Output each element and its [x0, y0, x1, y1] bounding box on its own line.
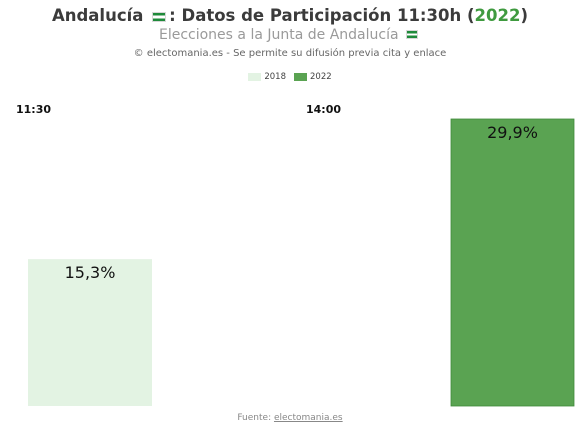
- legend-item-2022: 2022: [294, 72, 332, 82]
- facet-label-1130: 11:30: [16, 103, 52, 116]
- title-suffix: ): [520, 6, 529, 25]
- andalusia-flag-icon: [406, 29, 419, 39]
- facet-label-1400: 14:00: [306, 103, 342, 116]
- legend-swatch-2022: [294, 73, 307, 81]
- title-text: : Datos de Participación 11:30h (: [169, 6, 475, 25]
- subtitle-text: Elecciones a la Junta de Andalucía: [158, 27, 399, 43]
- legend-item-2018: 2018: [248, 72, 286, 82]
- legend-label-2022: 2022: [310, 72, 332, 82]
- legend-label-2018: 2018: [264, 72, 286, 82]
- chart-legend: 2018 2022: [0, 72, 580, 82]
- chart-subtitle: Elecciones a la Junta de Andalucía: [0, 27, 580, 43]
- data-label-2018: 15,3%: [65, 263, 116, 282]
- copyright-credit: © electomania.es - Se permite su difusió…: [133, 48, 447, 59]
- data-label-2022: 29,9%: [487, 123, 538, 142]
- andalusia-flag-icon: [152, 11, 167, 22]
- title-year: 2022: [474, 6, 521, 25]
- bar-2018-1130: [28, 259, 152, 406]
- legend-swatch-2018: [248, 73, 262, 81]
- title-region: Andalucía: [51, 6, 144, 25]
- bar-2022-1400: [450, 118, 575, 407]
- chart-title: Andalucía : Datos de Participación 11:30…: [0, 6, 580, 25]
- source-label: Fuente:: [237, 413, 274, 423]
- source-footer: Fuente: electomania.es: [0, 413, 580, 423]
- source-link[interactable]: electomania.es: [273, 413, 343, 423]
